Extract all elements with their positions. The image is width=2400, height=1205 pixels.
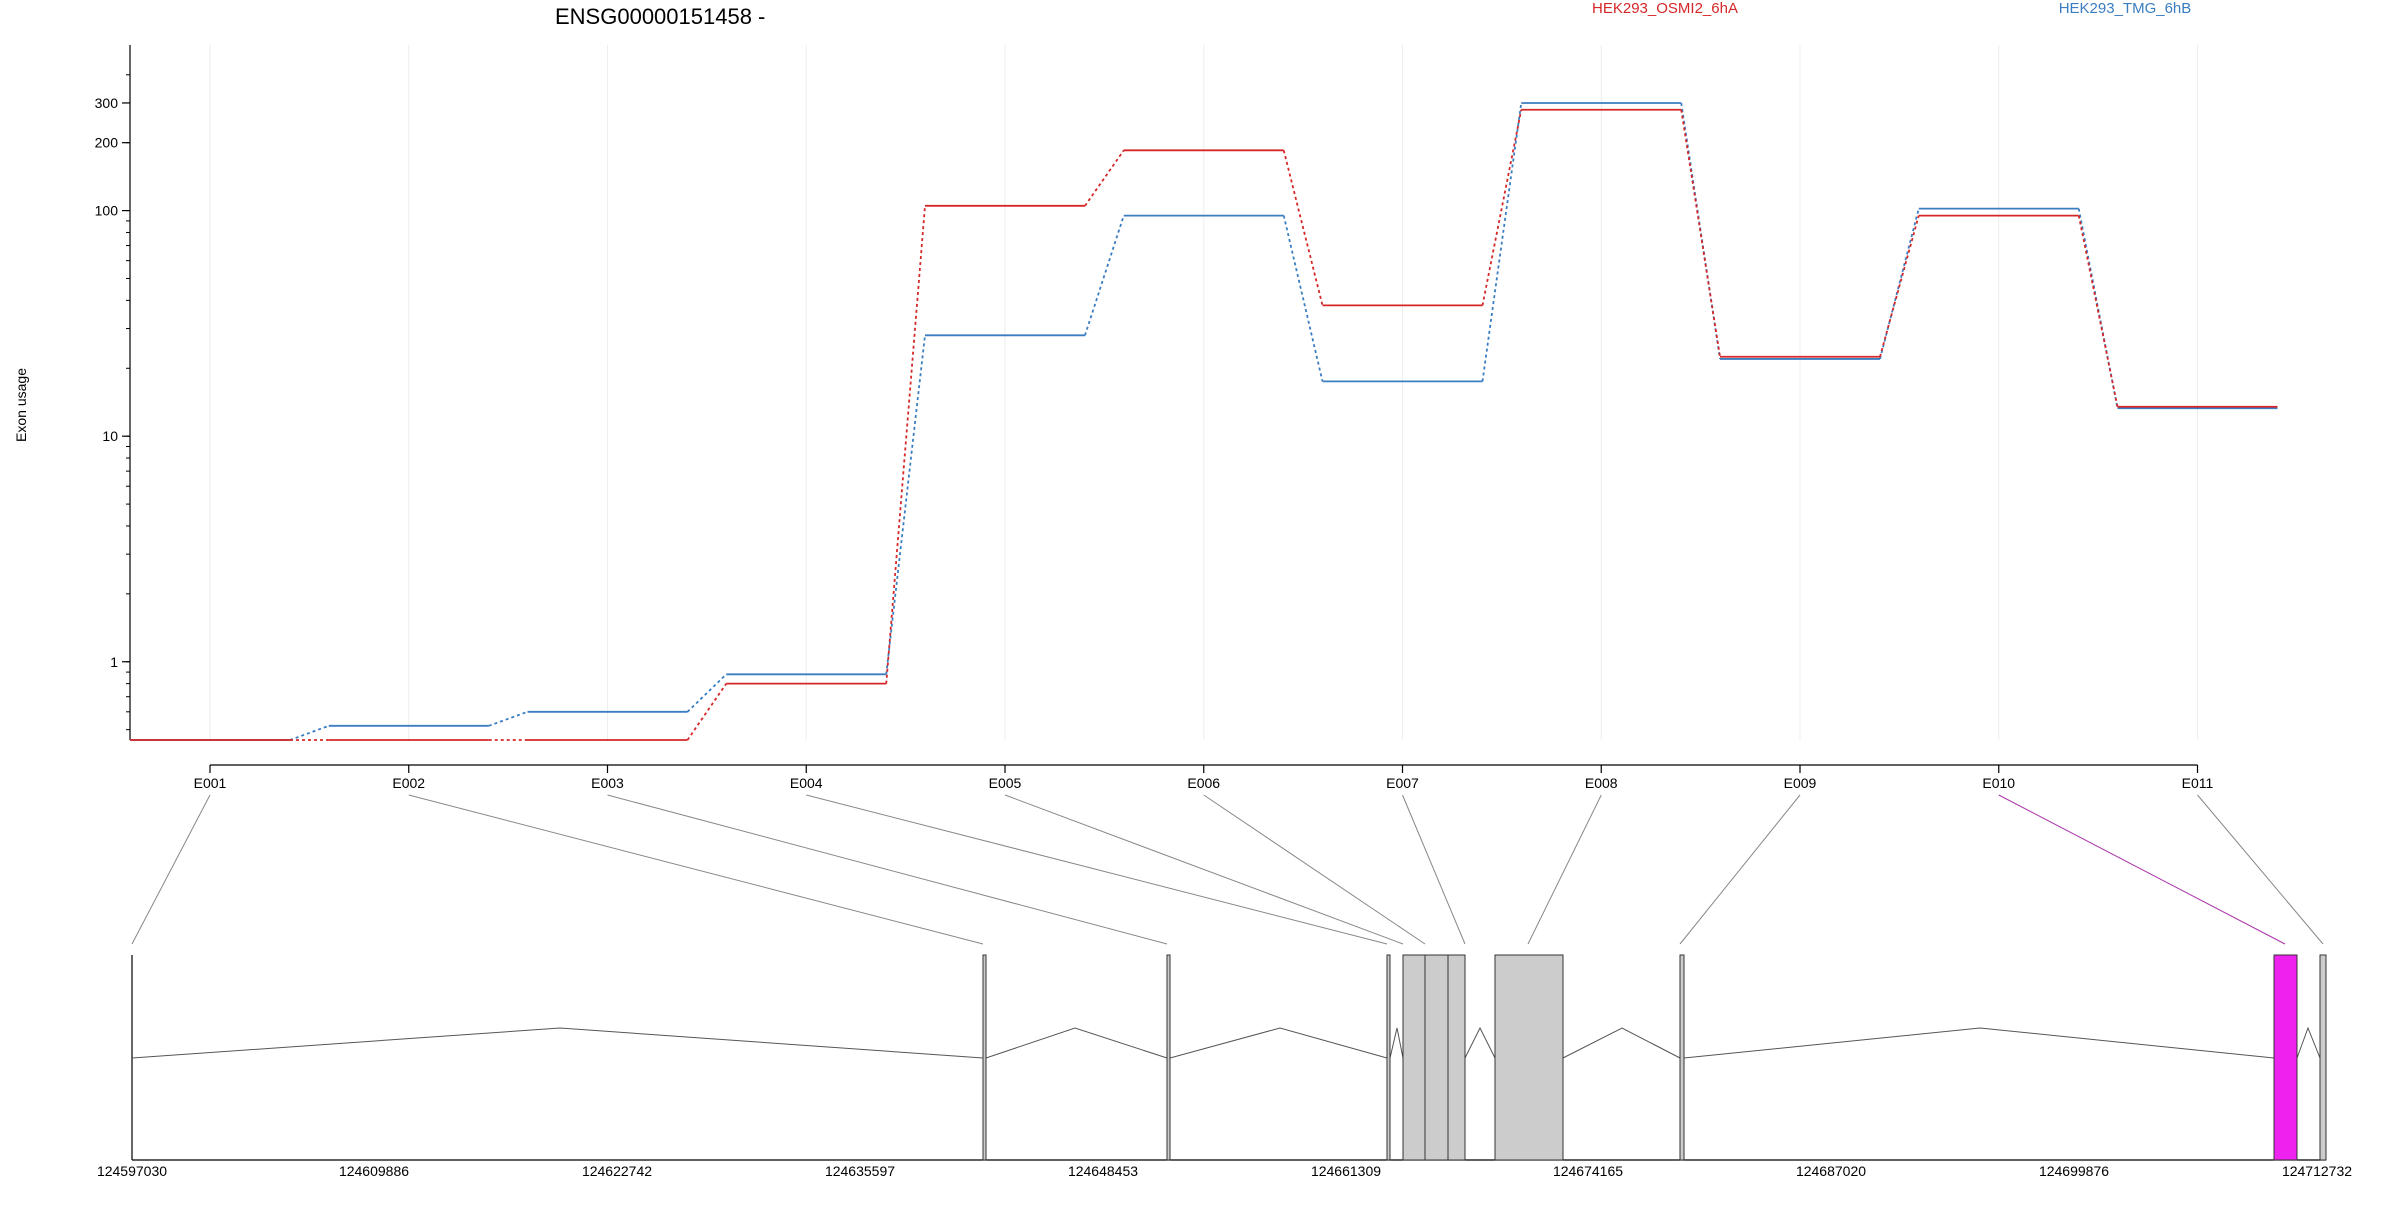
- y-tick-label: 300: [95, 95, 119, 111]
- series-transition: [1282, 215, 1324, 382]
- intron-line: [1389, 1027, 1404, 1059]
- coordinate-label: 124699876: [2039, 1163, 2109, 1179]
- exon-box: [1166, 954, 1171, 1161]
- y-tick-label: 100: [95, 203, 119, 219]
- grid: [209, 45, 2198, 740]
- exon-box: [982, 954, 987, 1161]
- connector-line: [1527, 794, 1602, 945]
- chart-title: ENSG00000151458 -: [555, 4, 765, 29]
- x-tick-label: E010: [1982, 775, 2015, 791]
- intron-line: [1464, 1026, 1496, 1059]
- intron-line: [1169, 1027, 1388, 1059]
- highlighted-exon-box: [2273, 954, 2298, 1161]
- y-tick-label: 10: [102, 428, 118, 444]
- x-tick-label: E009: [1784, 775, 1817, 791]
- exon-box: [1386, 954, 1391, 1161]
- coordinate-label: 124712732: [2282, 1163, 2352, 1179]
- series-transition: [2077, 215, 2119, 407]
- x-tick-label: E008: [1585, 775, 1618, 791]
- series-transition: [488, 710, 528, 727]
- exon-box: [1494, 954, 1564, 1161]
- y-tick-label: 1: [110, 654, 118, 670]
- x-tick-label: E011: [2182, 775, 2214, 791]
- series-transition: [1680, 109, 1721, 357]
- legend-entry: HEK293_OSMI2_6hA: [1592, 0, 1738, 17]
- series-transition: [1282, 150, 1324, 306]
- connector-line: [607, 794, 1168, 945]
- x-tick-label: E001: [194, 775, 227, 791]
- connector-line: [1203, 794, 1426, 945]
- exon-box: [1424, 954, 1466, 1161]
- y-axis-label: Exon usage: [13, 368, 29, 442]
- coordinate-label: 124622742: [582, 1163, 652, 1179]
- series-transition: [686, 673, 727, 713]
- intron-line: [1562, 1027, 1681, 1059]
- series-transition: [1481, 109, 1523, 306]
- series-transition: [1481, 102, 1523, 382]
- exon-box: [1679, 954, 1685, 1161]
- x-tick-label: E004: [790, 775, 823, 791]
- connectors: [131, 794, 2324, 945]
- series-transition: [1084, 215, 1125, 336]
- connector-line: [1004, 794, 1404, 945]
- coordinate-label: 124609886: [339, 1163, 409, 1179]
- connector-line: [131, 794, 211, 945]
- legend: HEK293_OSMI2_6hA HEK293_TMG_6hB: [1592, 0, 2191, 17]
- axes: 1 10 100 200 300 E001 E002 E003 E004 E005 E006 E007…: [95, 45, 2214, 791]
- intron-line: [2296, 1026, 2321, 1059]
- exon-box: [1402, 954, 1426, 1161]
- series-transition: [1084, 149, 1125, 207]
- series-transition: [885, 335, 926, 675]
- series-transition: [885, 205, 926, 684]
- x-tick-label: E007: [1386, 775, 1419, 791]
- y-tick-label: 200: [95, 135, 119, 151]
- gene-model: 124597030 124609886 124622742 124635597 1246…: [97, 954, 2352, 1179]
- series-layer: [130, 102, 2278, 741]
- x-tick-label: E005: [989, 775, 1022, 791]
- x-tick-label: E006: [1187, 775, 1220, 791]
- x-tick-label: E002: [392, 775, 425, 791]
- intron-line: [985, 1027, 1168, 1059]
- x-tick-label: E003: [591, 775, 624, 791]
- coordinate-label: 124648453: [1068, 1163, 1138, 1179]
- series-transition: [1879, 208, 1920, 360]
- connector-line: [806, 794, 1388, 945]
- intron-line: [131, 1027, 984, 1059]
- coordinate-label: 124635597: [825, 1163, 895, 1179]
- coordinate-label: 124661309: [1311, 1163, 1381, 1179]
- highlighted-connector-line: [1998, 794, 2286, 945]
- connector-line: [408, 794, 984, 945]
- exon-box: [2319, 954, 2327, 1161]
- series-transition: [686, 683, 727, 741]
- series-transition: [1879, 215, 1920, 357]
- coordinate-label: 124597030: [97, 1163, 167, 1179]
- series-transition: [289, 724, 330, 741]
- series-transition: [2077, 208, 2119, 409]
- coordinate-label: 124674165: [1553, 1163, 1623, 1179]
- connector-line: [1679, 794, 1801, 945]
- series-HEK293_OSMI2_6hA: [130, 108, 2278, 741]
- coordinate-label: 124687020: [1796, 1163, 1866, 1179]
- connector-line: [2197, 794, 2324, 945]
- legend-entry: HEK293_TMG_6hB: [2059, 0, 2192, 17]
- connector-line: [1402, 794, 1466, 945]
- intron-line: [1683, 1027, 2275, 1059]
